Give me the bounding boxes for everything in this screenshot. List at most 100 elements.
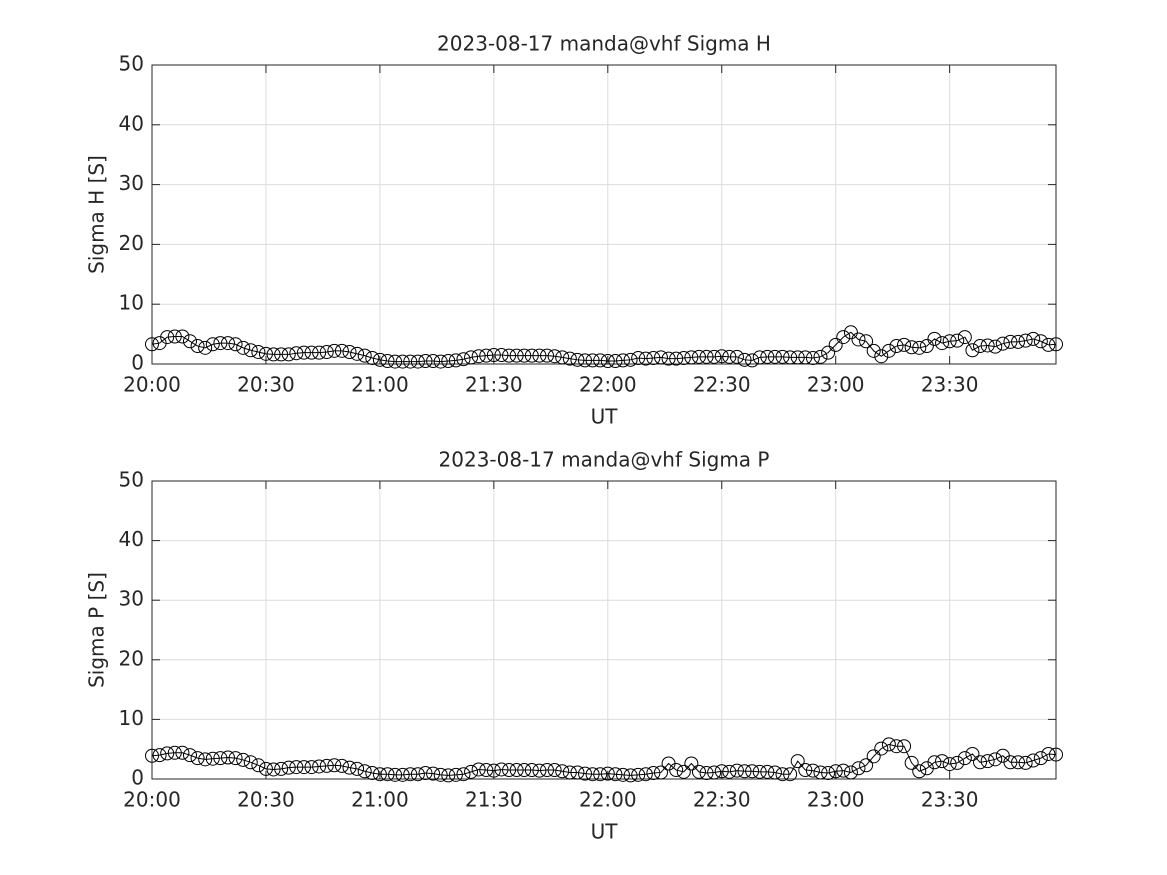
data-point <box>540 348 555 363</box>
data-point <box>722 349 737 364</box>
data-point <box>957 751 972 766</box>
data-point <box>342 345 357 360</box>
data-point <box>198 752 213 767</box>
data-point <box>1011 334 1026 349</box>
data-point <box>631 767 646 782</box>
y-tick-label: 50 <box>119 468 144 492</box>
data-point <box>228 337 243 352</box>
data-point <box>258 346 273 361</box>
data-point <box>912 764 927 779</box>
data-point <box>403 767 418 782</box>
data-point <box>562 351 577 366</box>
data-point <box>874 349 889 364</box>
chart-title: 2023-08-17 manda@vhf Sigma P <box>439 448 770 472</box>
data-point <box>623 768 638 783</box>
data-point <box>296 760 311 775</box>
data-point <box>509 348 524 363</box>
data-point <box>585 767 600 782</box>
data-point <box>145 748 159 763</box>
data-point <box>866 749 881 764</box>
data-point <box>881 343 896 358</box>
data-point <box>859 758 874 773</box>
data-point <box>897 337 912 352</box>
data-point <box>965 746 980 761</box>
data-point <box>851 332 866 347</box>
data-point <box>532 763 547 778</box>
data-point <box>334 758 349 773</box>
data-point <box>258 761 273 776</box>
data-point <box>304 760 319 775</box>
data-point <box>737 764 752 779</box>
subplot: 0 10 20 30 40 50 20:00 20:30 21:00 21:30 22:00 22:3… <box>85 448 1063 844</box>
data-point <box>334 343 349 358</box>
data-point <box>760 764 775 779</box>
data-point <box>980 338 995 353</box>
data-point <box>570 765 585 780</box>
data-point <box>950 755 965 770</box>
data-point <box>707 765 722 780</box>
data-point <box>1003 334 1018 349</box>
data-point <box>456 767 471 782</box>
x-tick-label: 23:00 <box>807 788 865 812</box>
data-point <box>714 764 729 779</box>
data-point <box>182 334 197 349</box>
data-point <box>517 763 532 778</box>
data-point <box>669 351 684 366</box>
data-point <box>296 345 311 360</box>
data-point <box>783 767 798 782</box>
data-point <box>881 737 896 752</box>
data-point <box>615 353 630 368</box>
x-tick-label: 20:30 <box>237 788 295 812</box>
data-point <box>1026 331 1041 346</box>
data-point <box>653 765 668 780</box>
data-point <box>456 352 471 367</box>
data-point <box>175 329 190 344</box>
data-point <box>798 350 813 365</box>
data-point <box>745 353 760 368</box>
data-point <box>160 330 175 345</box>
axes-box <box>151 64 1057 365</box>
data-point <box>350 346 365 361</box>
data-point <box>486 763 501 778</box>
data-point <box>646 351 661 366</box>
x-axis-label: UT <box>591 405 619 429</box>
data-point <box>274 761 289 776</box>
x-tick-label: 21:00 <box>351 373 409 397</box>
data-point <box>502 763 517 778</box>
data-point <box>684 756 699 771</box>
data-point <box>1033 751 1048 766</box>
data-point <box>190 751 205 766</box>
data-point <box>357 348 372 363</box>
data-point <box>251 758 266 773</box>
data-point <box>828 764 843 779</box>
data-point <box>433 354 448 369</box>
data-point <box>509 763 524 778</box>
data-point <box>790 350 805 365</box>
data-point <box>729 763 744 778</box>
data-point <box>441 768 456 783</box>
data-point <box>479 763 494 778</box>
data-point <box>426 354 441 369</box>
data-point <box>441 354 456 369</box>
data-point <box>752 350 767 365</box>
y-tick-label: 0 <box>131 766 144 790</box>
data-point <box>851 761 866 776</box>
data-point <box>942 757 957 772</box>
data-point <box>722 764 737 779</box>
data-point <box>646 766 661 781</box>
data-point <box>775 767 790 782</box>
data-point <box>243 755 258 770</box>
y-axis-label: Sigma H [S] <box>85 155 109 274</box>
data-point <box>760 349 775 364</box>
data-point <box>304 345 319 360</box>
y-tick-label: 20 <box>119 646 144 670</box>
data-point <box>448 353 463 368</box>
data-point <box>266 762 281 777</box>
data-point <box>327 758 342 773</box>
subplot: 0 10 20 30 40 50 20:00 20:30 21:00 21:30 22:00 22:3… <box>85 32 1063 429</box>
data-point <box>950 333 965 348</box>
data-point <box>707 349 722 364</box>
data-point <box>479 348 494 363</box>
data-point <box>289 346 304 361</box>
data-point <box>676 764 691 779</box>
